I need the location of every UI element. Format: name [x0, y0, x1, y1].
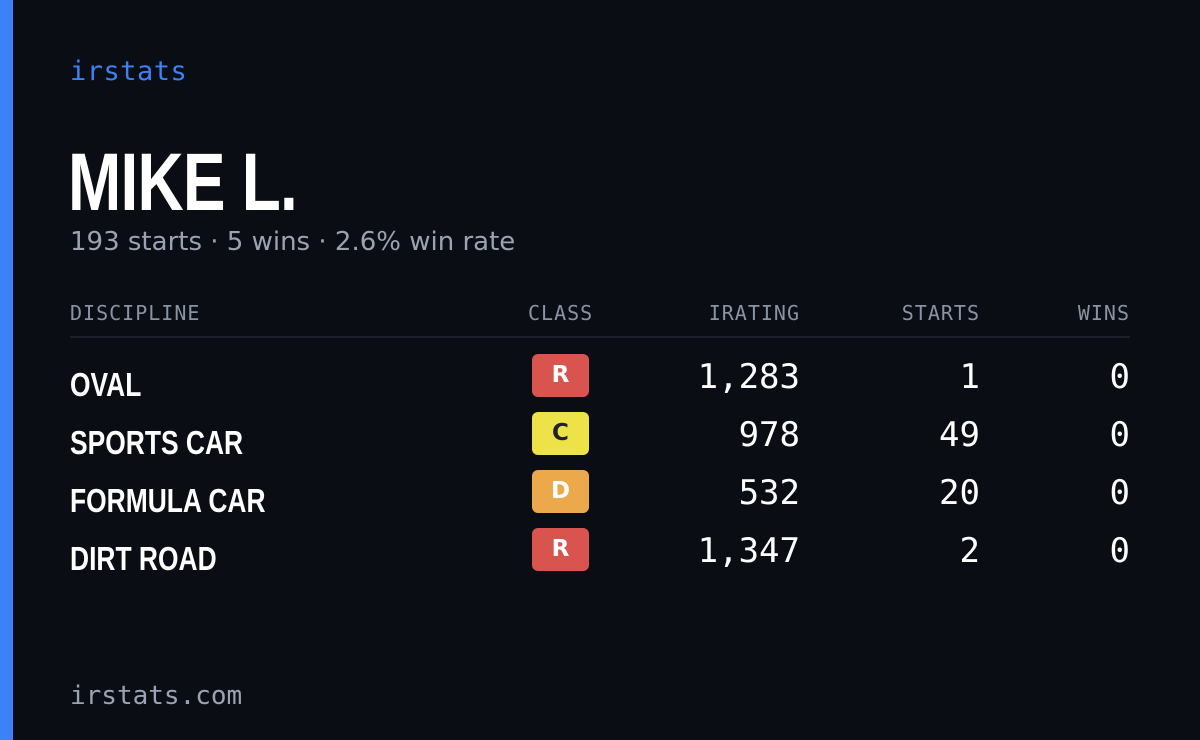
starts-value: 1	[959, 357, 980, 397]
discipline-name: OVAL	[70, 366, 142, 403]
class-badge: R	[532, 354, 589, 397]
discipline-name: SPORTS CAR	[70, 424, 244, 461]
footer-url: irstats.com	[70, 681, 243, 711]
driver-summary: 193 starts · 5 wins · 2.6% win rate	[70, 227, 516, 257]
wins-value: 0	[1109, 531, 1130, 571]
discipline-name: FORMULA CAR	[70, 482, 266, 519]
table-row: FORMULA CAR D 532 20 0	[70, 470, 1130, 528]
brand-logo: irstats	[70, 56, 188, 87]
irating-value: 532	[738, 473, 800, 513]
header-starts: STARTS	[901, 301, 980, 325]
irating-value: 1,283	[697, 357, 800, 397]
stats-table: DISCIPLINE CLASS IRATING STARTS WINS OVA…	[70, 298, 1130, 577]
class-badge: R	[532, 528, 589, 571]
wins-value: 0	[1109, 473, 1130, 513]
starts-value: 2	[959, 531, 980, 571]
discipline-name: DIRT ROAD	[70, 540, 217, 577]
header-irating: IRATING	[708, 301, 800, 325]
driver-name: MIKE L.	[68, 137, 298, 228]
wins-value: 0	[1109, 415, 1130, 455]
starts-value: 20	[939, 473, 980, 513]
header-discipline: DISCIPLINE	[70, 301, 201, 325]
class-badge: D	[532, 470, 589, 513]
class-badge: C	[532, 412, 589, 455]
table-row: SPORTS CAR C 978 49 0	[70, 412, 1130, 470]
wins-value: 0	[1109, 357, 1130, 397]
starts-value: 49	[939, 415, 980, 455]
header-class: CLASS	[528, 301, 594, 325]
table-header: DISCIPLINE CLASS IRATING STARTS WINS	[70, 298, 1130, 338]
irating-value: 978	[738, 415, 800, 455]
accent-bar	[0, 0, 13, 740]
table-row: DIRT ROAD R 1,347 2 0	[70, 528, 1130, 586]
irating-value: 1,347	[697, 531, 800, 571]
header-wins: WINS	[1077, 301, 1130, 325]
table-row: OVAL R 1,283 1 0	[70, 354, 1130, 412]
